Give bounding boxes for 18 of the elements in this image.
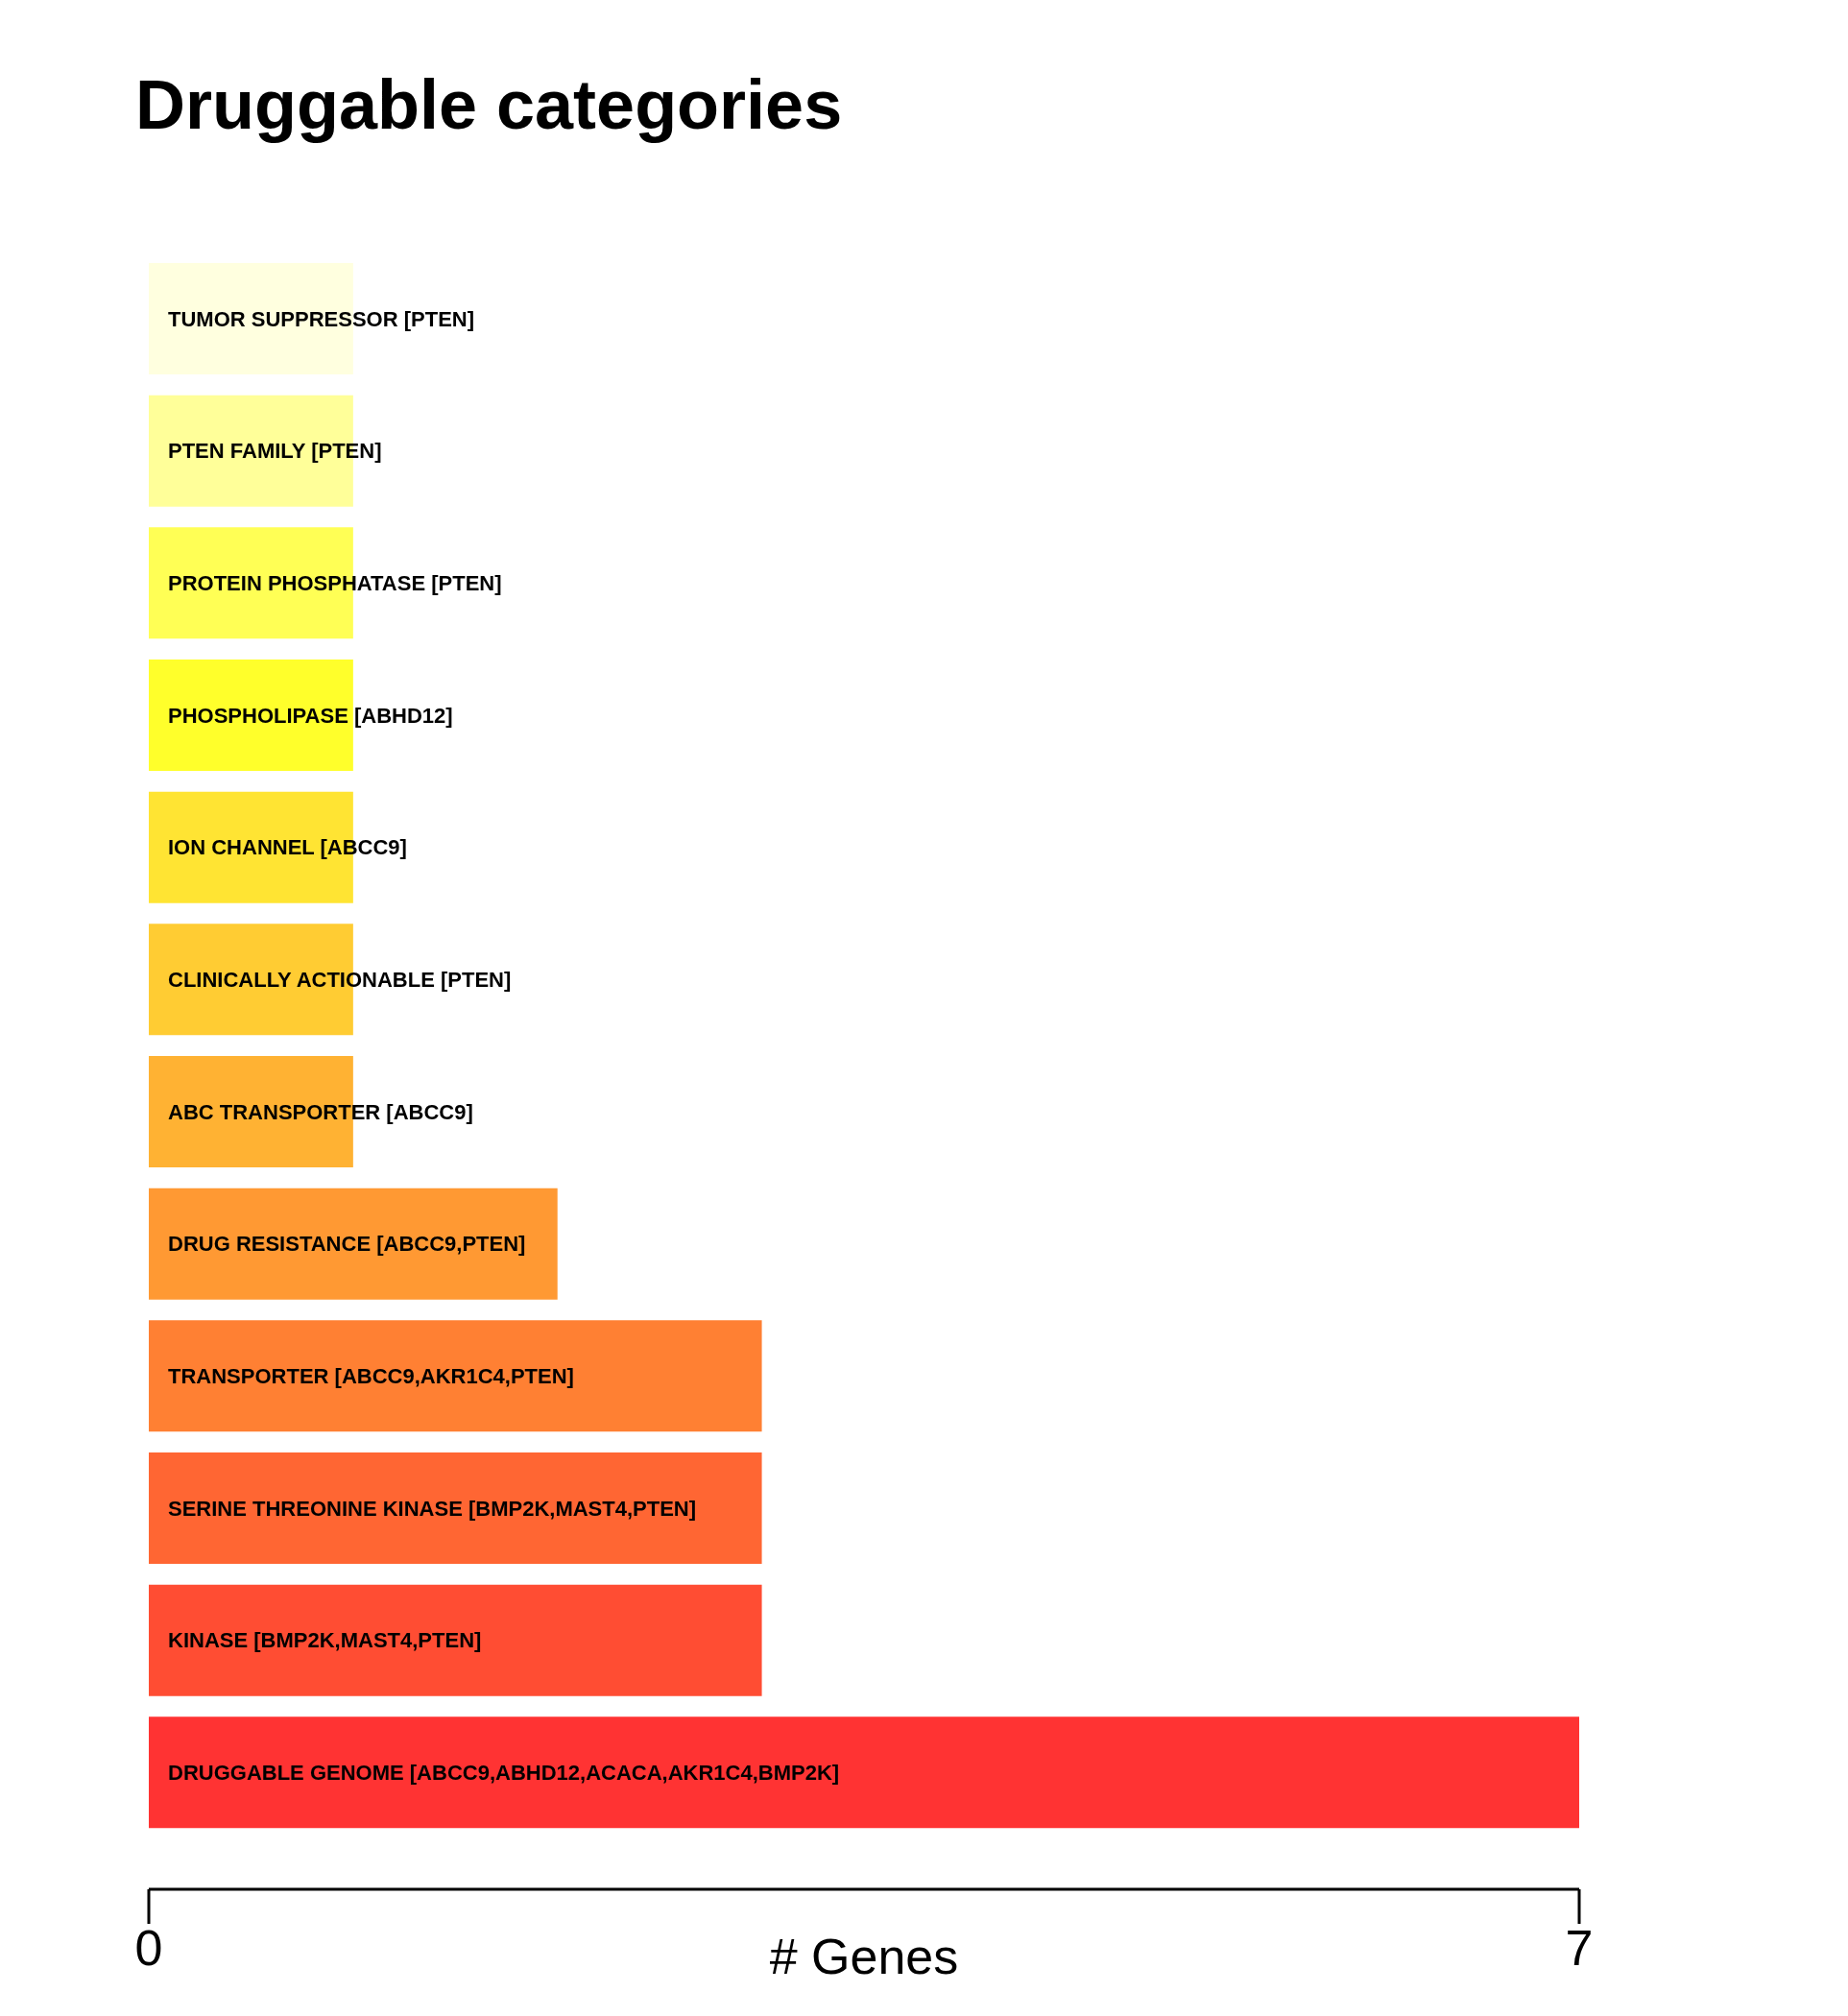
bar: [149, 660, 353, 772]
x-tick-label: 0: [134, 1919, 163, 1976]
y-tick-label: PTEN FAMILY [PTEN]: [168, 439, 382, 464]
y-tick-label: TUMOR SUPPRESSOR [PTEN]: [168, 306, 475, 331]
y-tick-label: DRUGGABLE GENOME [ABCC9,ABHD12,ACACA,AKR1C4,BMP2K]: [168, 1760, 840, 1785]
y-tick-label: DRUG RESISTANCE [ABCC9,PTEN]: [168, 1232, 526, 1257]
bar: [149, 1584, 762, 1696]
chart-title: Druggable categories: [135, 65, 843, 144]
y-tick-label: TRANSPORTER [ABCC9,AKR1C4,PTEN]: [168, 1363, 574, 1388]
bar: [149, 1188, 558, 1300]
bar: [149, 1716, 1579, 1829]
x-axis-title: # Genes: [769, 1929, 959, 1984]
bar: [149, 1452, 762, 1565]
y-tick-label: PHOSPHOLIPASE [ABHD12]: [168, 703, 453, 728]
y-tick-label: SERINE THREONINE KINASE [BMP2K,MAST4,PTEN]: [168, 1496, 697, 1521]
bar: [149, 1320, 762, 1432]
x-tick-label: 7: [1565, 1919, 1594, 1976]
y-tick-label: KINASE [BMP2K,MAST4,PTEN]: [168, 1628, 482, 1653]
